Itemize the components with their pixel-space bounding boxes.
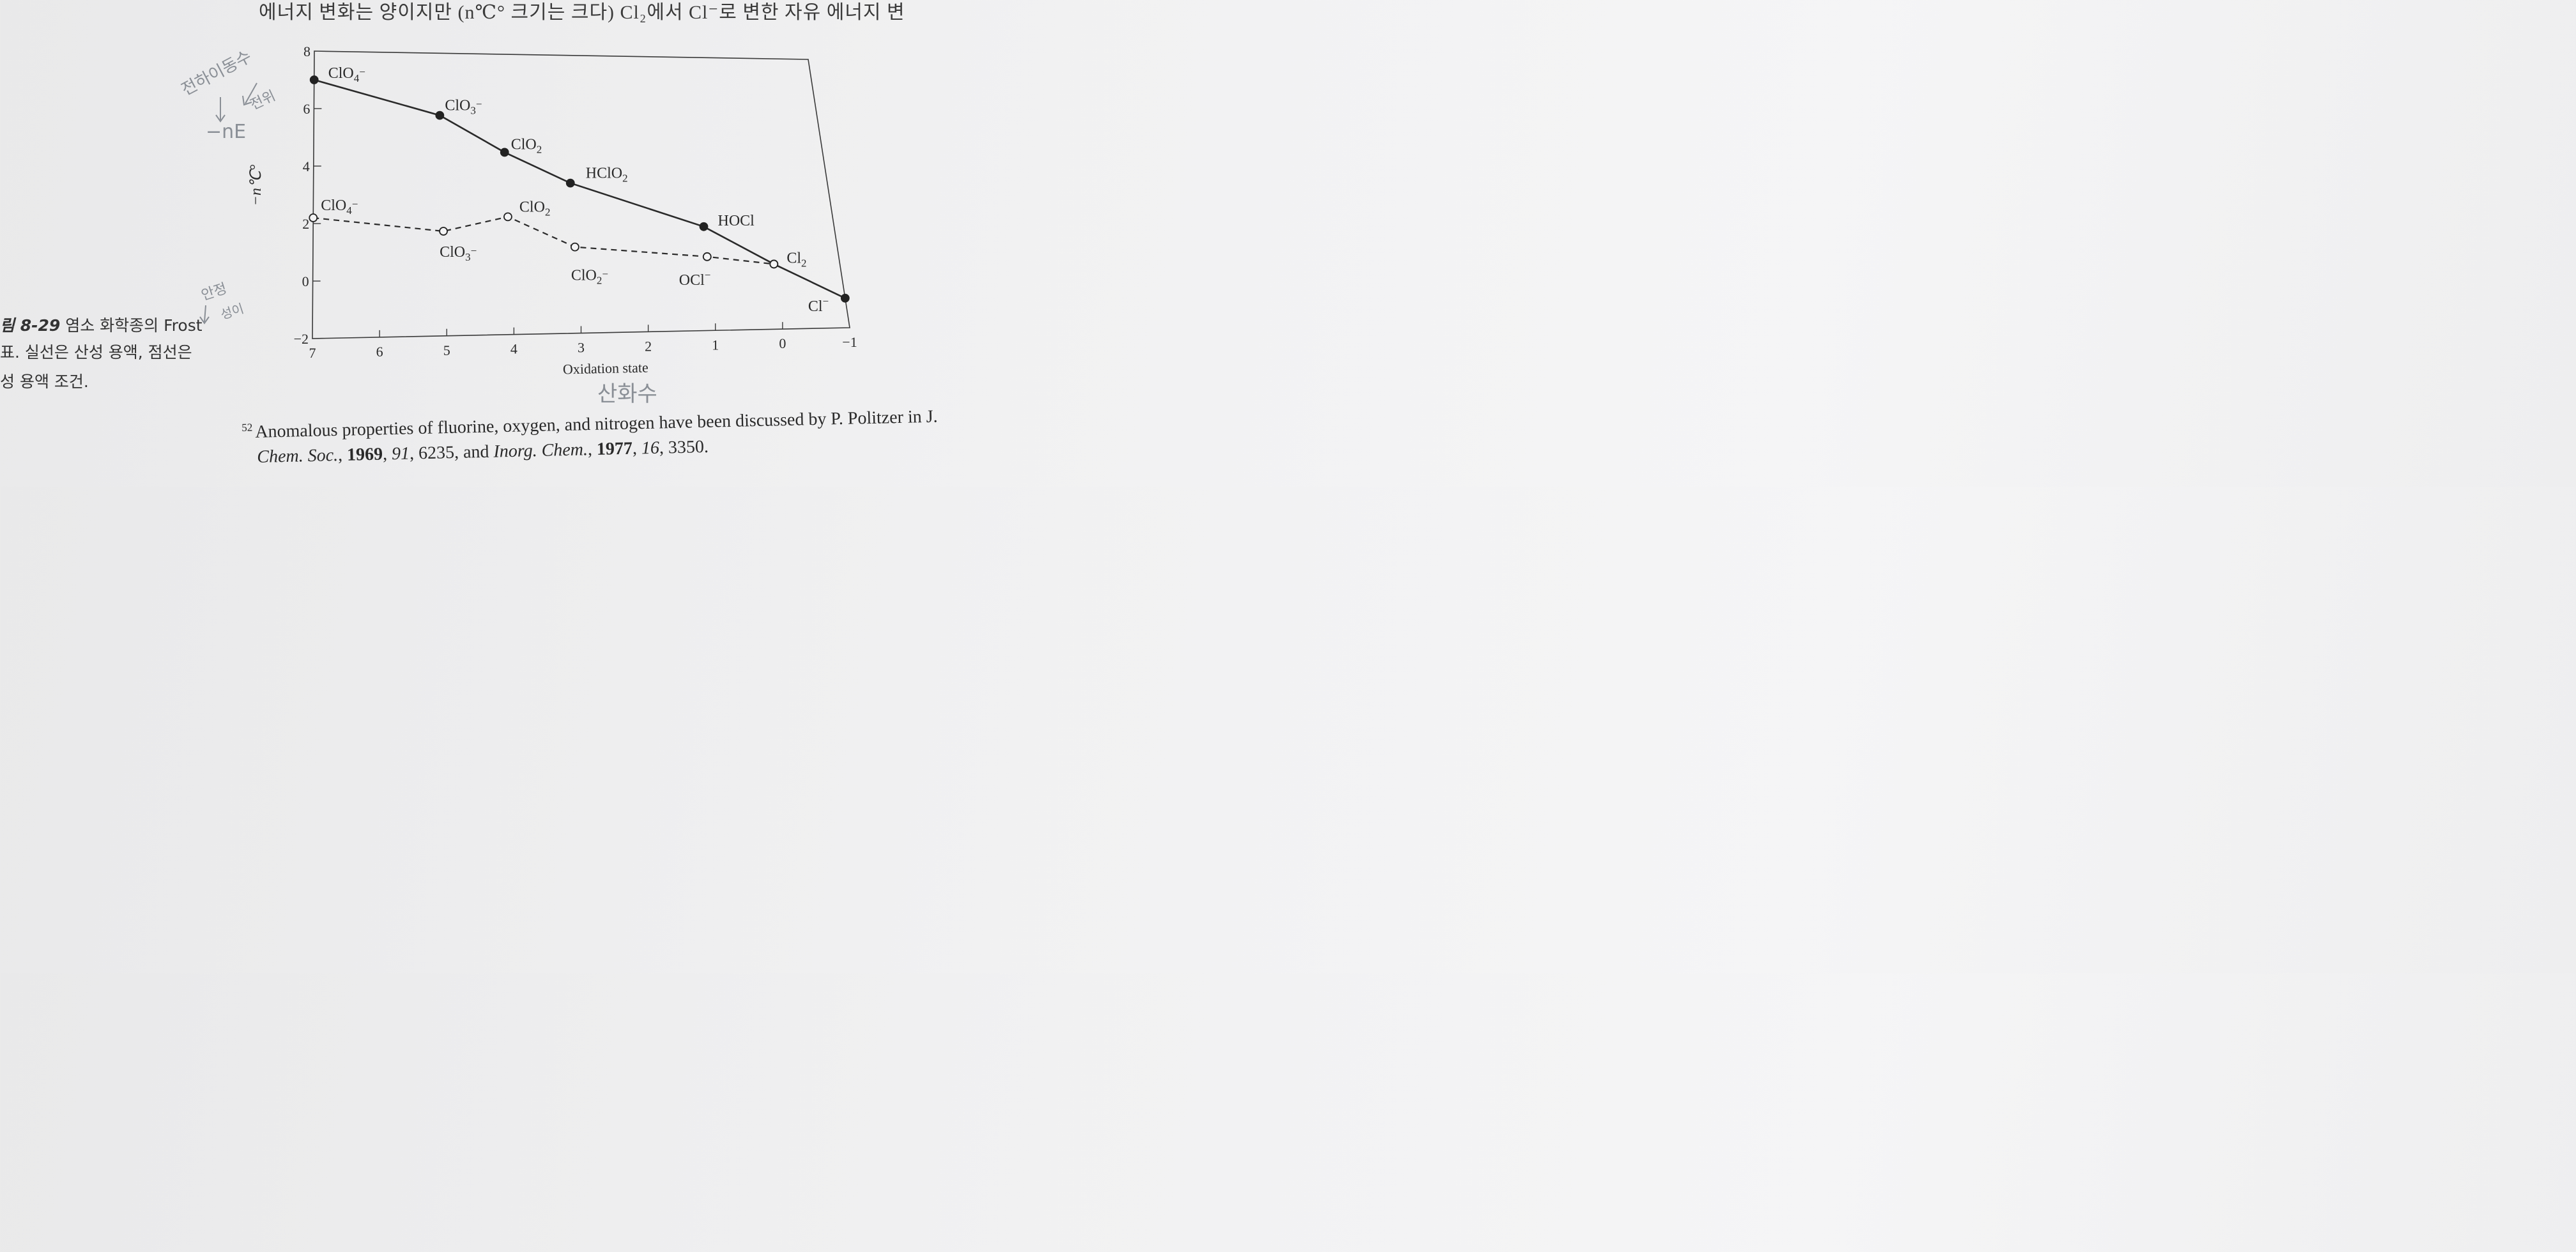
handwritten-formula: −nE	[206, 121, 246, 143]
x-tick-label: −1	[842, 334, 857, 350]
handwritten-note-4: 성이	[218, 301, 245, 323]
point-label: OCl−	[679, 269, 711, 289]
data-point-acidic	[500, 148, 509, 157]
series-line-basic	[313, 216, 774, 265]
point-label: ClO2−	[571, 268, 608, 287]
data-point-acidic	[565, 178, 575, 188]
data-point-basic	[309, 213, 318, 222]
x-tick-label: 6	[376, 344, 383, 360]
x-tick-label: 4	[510, 341, 518, 357]
point-label: ClO4−	[328, 65, 365, 84]
handwritten-arrow-2	[242, 82, 257, 106]
y-tick-label: 4	[303, 158, 310, 174]
point-label: ClO4−	[321, 197, 358, 217]
x-tick-label: 1	[712, 337, 719, 353]
figure-caption-line-1: 림 8-29 염소 화학종의 Frost	[0, 313, 203, 336]
data-point-basic	[503, 212, 512, 222]
point-label: Cl2	[786, 250, 806, 269]
point-label: ClO3−	[440, 244, 477, 263]
frost-diagram-chart: 7 6 5 4 3 2 1 0 −1 −2 0 2 4 6 8 ClO4− ClO3− ClO2 HClO2 HOC…	[178, 43, 857, 407]
point-label: ClO2	[511, 136, 542, 155]
data-point-acidic	[309, 75, 319, 84]
y-tick-label: 0	[302, 273, 309, 289]
point-label: HClO2	[586, 165, 628, 185]
handwritten-arrow-1	[215, 97, 226, 123]
point-label: ClO3−	[445, 98, 482, 117]
handwritten-note-5: 산화수	[597, 381, 657, 407]
figure-caption-line-2: 표. 실선은 산성 용액, 점선은	[0, 343, 192, 362]
data-point-acidic	[435, 111, 445, 120]
y-tick-label: −2	[294, 331, 309, 347]
x-tick-label: 2	[645, 338, 652, 354]
x-tick-label: 5	[443, 342, 450, 358]
handwritten-note-1: 전하이동수	[178, 47, 255, 100]
point-label: HOCl	[718, 213, 755, 229]
x-tick-label: 3	[578, 340, 585, 356]
y-tick-label: 2	[302, 216, 309, 232]
figure-caption-line-3: 성 용액 조건.	[0, 372, 89, 391]
data-point-basic	[570, 242, 579, 252]
point-label: Cl−	[808, 295, 829, 315]
figure-number: 림 8-29	[0, 316, 61, 335]
handwritten-note-3: 안정	[199, 280, 229, 303]
y-axis-title: −n℃°	[248, 164, 264, 206]
x-axis-title: Oxidation state	[563, 359, 648, 377]
x-tick-label: 7	[309, 345, 316, 361]
data-point-basic	[702, 252, 712, 261]
y-tick-label: 6	[303, 101, 310, 117]
data-point-basic	[439, 227, 448, 236]
plot-frame	[312, 50, 850, 339]
data-point-acidic	[840, 293, 850, 303]
figure-caption-text: 염소 화학종의 Frost	[65, 316, 203, 335]
handwritten-arrow-3	[199, 305, 210, 324]
point-label: ClO2	[519, 199, 551, 218]
y-tick-label: 8	[303, 43, 310, 59]
series-line-acidic	[314, 79, 846, 299]
header-text-line: 에너지 변화는 양이지만 (n℃° 크기는 크다) Cl₂에서 Cl⁻로 변한 …	[259, 2, 905, 23]
x-tick-label: 0	[779, 335, 786, 351]
handwritten-notes: 전하이동수 전위 −nE 안정 성이 산화수	[178, 47, 657, 407]
data-point-basic	[769, 259, 779, 269]
data-point-acidic	[699, 222, 709, 231]
